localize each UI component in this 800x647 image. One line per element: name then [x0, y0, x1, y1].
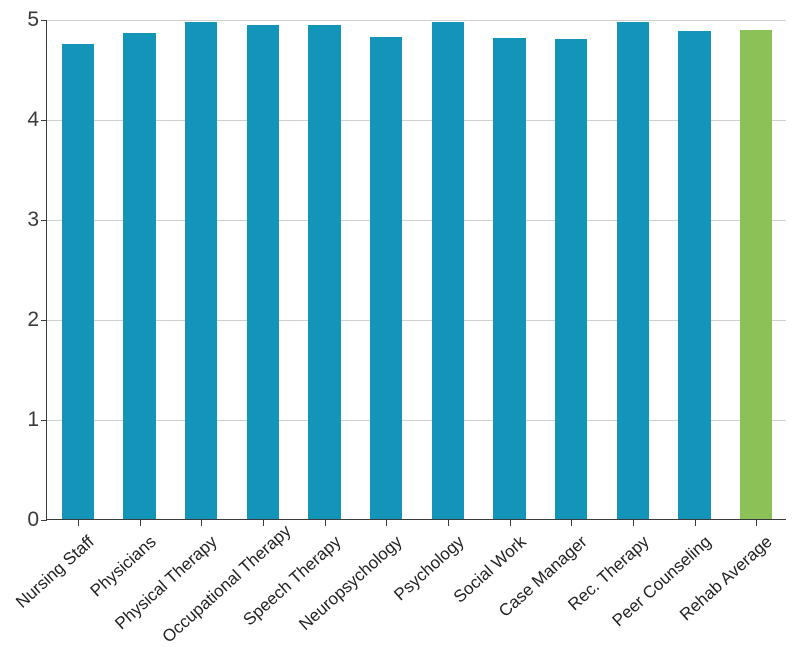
bar: [493, 38, 525, 519]
x-tick: [78, 520, 79, 526]
x-tick: [695, 520, 696, 526]
x-tick: [263, 520, 264, 526]
bar-chart: 012345 Nursing StaffPhysiciansPhysical T…: [0, 0, 800, 630]
x-tick: [633, 520, 634, 526]
x-tick: [448, 520, 449, 526]
bar: [123, 33, 155, 519]
bars-container: [47, 20, 786, 519]
x-tick: [325, 520, 326, 526]
y-tick-label: 4: [11, 108, 39, 132]
y-tick-label: 2: [11, 308, 39, 332]
x-tick: [756, 520, 757, 526]
x-tick: [386, 520, 387, 526]
y-tick-label: 3: [11, 208, 39, 232]
bar: [62, 44, 94, 519]
x-tick: [571, 520, 572, 526]
bar: [617, 22, 649, 519]
bar: [432, 22, 464, 519]
bar: [555, 39, 587, 519]
x-tick: [510, 520, 511, 526]
y-tick-label: 0: [11, 508, 39, 532]
bar: [247, 25, 279, 519]
bar: [740, 30, 772, 519]
plot-area: 012345: [46, 20, 786, 520]
bar: [308, 25, 340, 519]
x-tick: [201, 520, 202, 526]
bar: [370, 37, 402, 519]
y-tick-label: 5: [11, 8, 39, 32]
bar: [185, 22, 217, 519]
y-tick-label: 1: [11, 408, 39, 432]
x-tick: [140, 520, 141, 526]
bar: [678, 31, 710, 519]
